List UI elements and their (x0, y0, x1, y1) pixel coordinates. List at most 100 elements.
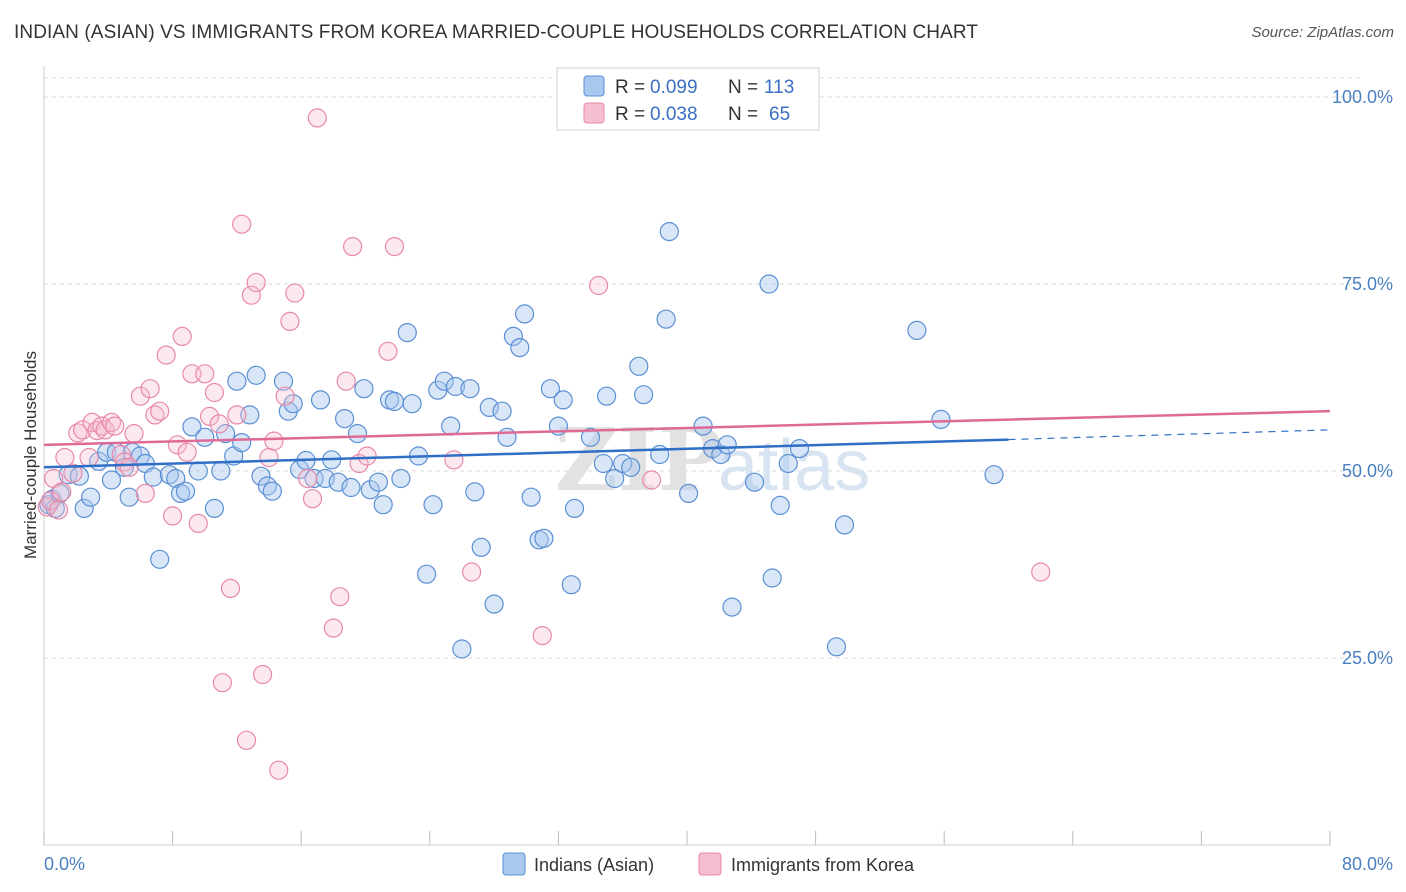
axes (43, 66, 1331, 846)
point-indians-77 (521, 487, 541, 507)
point-indians-48 (341, 477, 361, 498)
point-indians-95 (659, 222, 679, 242)
point-korea-54 (330, 587, 350, 607)
chart-source: Source: ZipAtlas.com (1251, 24, 1394, 41)
point-indians-34 (251, 466, 271, 486)
point-indians-67 (460, 379, 480, 399)
point-indians-43 (310, 390, 331, 410)
point-indians-84 (561, 575, 581, 595)
point-korea-47 (275, 386, 295, 406)
point-korea-41 (241, 285, 261, 305)
point-indians-75 (510, 338, 530, 358)
point-indians-37 (273, 371, 294, 391)
point-indians-73 (497, 427, 517, 447)
point-indians-46 (328, 472, 348, 492)
point-korea-26 (163, 506, 183, 526)
point-korea-29 (177, 442, 197, 462)
point-indians-104 (770, 495, 790, 515)
point-indians-12 (114, 457, 135, 477)
point-indians-33 (246, 365, 266, 385)
point-korea-56 (343, 237, 363, 257)
point-indians-42 (304, 468, 324, 489)
point-korea-34 (204, 382, 224, 403)
x-tick-label-0: 0.0% (44, 854, 85, 874)
point-korea-65 (641, 470, 662, 490)
point-korea-64 (588, 275, 609, 296)
point-indians-82 (553, 390, 573, 410)
point-indians-68 (465, 482, 485, 502)
point-korea-9 (79, 447, 99, 468)
legend-r-label-1: R = (615, 77, 645, 98)
point-indians-27 (211, 461, 231, 481)
point-indians-30 (227, 371, 247, 391)
y-tick-label-2: 50.0% (1342, 461, 1393, 481)
point-indians-92 (633, 385, 654, 405)
x-tick-label-1: 80.0% (1342, 854, 1393, 874)
point-korea-8 (72, 420, 93, 440)
trend-line-korea (43, 409, 1331, 447)
point-korea-3 (48, 500, 69, 520)
point-korea-0 (37, 497, 57, 517)
point-indians-76 (514, 304, 535, 324)
point-korea-19 (124, 424, 144, 444)
point-korea-13 (95, 420, 115, 440)
point-indians-96 (678, 483, 699, 503)
point-indians-102 (759, 274, 779, 294)
point-indians-103 (762, 568, 782, 588)
point-indians-69 (471, 537, 491, 557)
point-indians-49 (347, 424, 368, 444)
watermark-atlas: atlas (718, 426, 870, 506)
legend-bottom: Indians (Asian) Immigrants from Korea (502, 852, 915, 876)
point-indians-52 (368, 472, 388, 492)
point-indians-85 (580, 427, 601, 447)
point-indians-83 (564, 498, 585, 518)
point-indians-105 (778, 453, 798, 474)
point-indians-112 (717, 435, 737, 455)
legend-top: R = 0.099 N = 113 R = 0.038 N = 65 (556, 67, 820, 131)
point-indians-66 (452, 639, 472, 659)
point-korea-51 (302, 489, 323, 509)
point-korea-35 (209, 414, 229, 434)
point-korea-52 (307, 108, 327, 128)
point-korea-6 (63, 463, 83, 483)
bottom-legend-label-indians: Indians (Asian) (534, 855, 654, 875)
point-indians-99 (711, 444, 731, 465)
point-indians-57 (397, 323, 417, 343)
legend-swatch-pink (583, 102, 605, 124)
point-korea-62 (462, 562, 482, 582)
point-korea-50 (298, 468, 318, 489)
point-korea-4 (52, 482, 72, 502)
point-indians-51 (360, 480, 380, 500)
point-korea-21 (135, 483, 155, 503)
point-indians-58 (402, 394, 422, 414)
point-indians-71 (484, 594, 504, 614)
point-indians-17 (143, 467, 163, 487)
point-korea-28 (172, 326, 192, 346)
point-indians-24 (188, 461, 208, 481)
point-korea-66 (1031, 562, 1051, 582)
legend-r-value-2: 0.038 (650, 104, 698, 125)
series-indians-asian (39, 222, 1004, 659)
point-indians-79 (534, 528, 554, 548)
point-indians-65 (445, 376, 466, 397)
point-indians-86 (593, 453, 614, 474)
legend-swatch-blue (583, 75, 605, 97)
point-korea-20 (130, 386, 150, 406)
point-korea-37 (220, 578, 241, 599)
point-korea-32 (195, 364, 215, 384)
point-indians-87 (596, 386, 617, 406)
point-indians-56 (391, 468, 411, 489)
point-korea-63 (532, 625, 552, 646)
point-indians-39 (283, 394, 303, 414)
point-indians-36 (262, 481, 282, 501)
watermark: ZIP atlas (555, 410, 870, 511)
y-tick-label-1: 75.0% (1342, 274, 1393, 294)
legend-n-label-2: N = (728, 104, 758, 125)
point-indians-26 (204, 498, 224, 518)
point-korea-55 (336, 371, 356, 391)
trend-line-indians (43, 438, 1009, 469)
point-indians-106 (789, 439, 810, 459)
point-korea-39 (232, 214, 252, 234)
point-indians-25 (195, 427, 215, 447)
